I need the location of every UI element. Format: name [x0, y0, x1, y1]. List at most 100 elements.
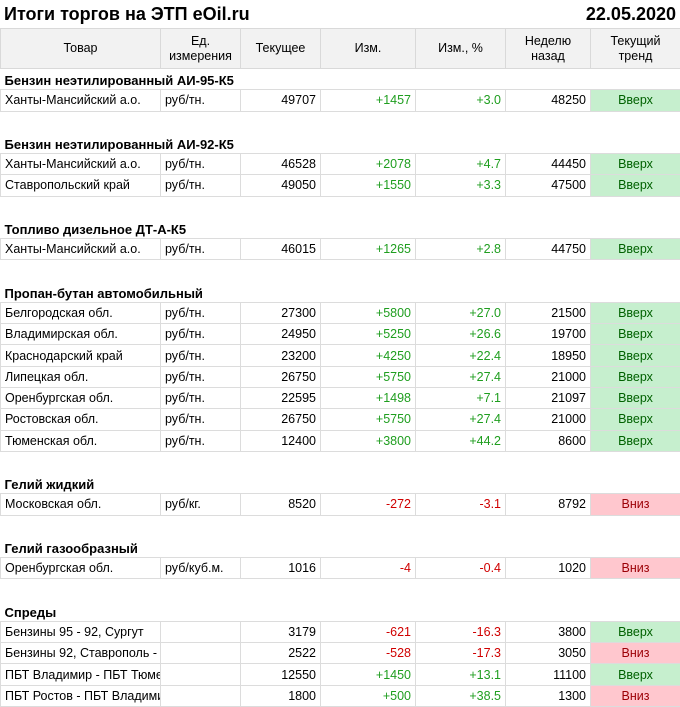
unit: руб/кг.	[161, 494, 241, 515]
change: +5800	[321, 302, 416, 323]
change: -4	[321, 558, 416, 579]
change-pct: +44.2	[416, 430, 506, 451]
current: 23200	[241, 345, 321, 366]
section-row: Гелий жидкий	[1, 473, 680, 494]
unit: руб/тн.	[161, 90, 241, 111]
section-title: Пропан-бутан автомобильный	[1, 281, 680, 302]
change-pct: +26.6	[416, 324, 506, 345]
current: 12550	[241, 664, 321, 685]
spacer	[1, 111, 680, 132]
unit: руб/тн.	[161, 430, 241, 451]
change-pct: +27.4	[416, 366, 506, 387]
unit	[161, 643, 241, 664]
trend: Вверх	[591, 409, 680, 430]
current: 3179	[241, 621, 321, 642]
change: +5750	[321, 409, 416, 430]
current: 26750	[241, 409, 321, 430]
header: Итоги торгов на ЭТП eOil.ru 22.05.2020	[0, 0, 680, 28]
change: +500	[321, 685, 416, 706]
region: Ханты-Мансийский а.о.	[1, 154, 161, 175]
change: +4250	[321, 345, 416, 366]
region: Оренбургская обл.	[1, 558, 161, 579]
change-pct: +22.4	[416, 345, 506, 366]
region: Бензины 95 - 92, Сургут	[1, 621, 161, 642]
spacer-row	[1, 579, 680, 600]
change-pct: +27.0	[416, 302, 506, 323]
spacer-row	[1, 260, 680, 281]
data-row: Бензины 92, Ставрополь - 92, Сургут2522-…	[1, 643, 680, 664]
change: +3800	[321, 430, 416, 451]
change-pct: -16.3	[416, 621, 506, 642]
unit: руб/тн.	[161, 302, 241, 323]
date: 22.05.2020	[586, 4, 676, 25]
trend: Вверх	[591, 302, 680, 323]
trend: Вниз	[591, 494, 680, 515]
region: Белгородская обл.	[1, 302, 161, 323]
change: -528	[321, 643, 416, 664]
week-ago: 8792	[506, 494, 591, 515]
current: 49050	[241, 175, 321, 196]
trend: Вверх	[591, 239, 680, 260]
week-ago: 21000	[506, 409, 591, 430]
current: 46015	[241, 239, 321, 260]
current: 8520	[241, 494, 321, 515]
trend: Вверх	[591, 90, 680, 111]
week-ago: 47500	[506, 175, 591, 196]
trend: Вниз	[591, 558, 680, 579]
spacer	[1, 579, 680, 600]
week-ago: 21000	[506, 366, 591, 387]
current: 49707	[241, 90, 321, 111]
change: +5250	[321, 324, 416, 345]
spacer	[1, 451, 680, 472]
section-title: Топливо дизельное ДТ-А-К5	[1, 217, 680, 238]
unit	[161, 664, 241, 685]
column-header: Текущий тренд	[591, 29, 680, 69]
trend: Вверх	[591, 154, 680, 175]
week-ago: 3050	[506, 643, 591, 664]
spacer-row	[1, 515, 680, 536]
data-row: Ханты-Мансийский а.о.руб/тн.46015+1265+2…	[1, 239, 680, 260]
region: Московская обл.	[1, 494, 161, 515]
section-row: Гелий газообразный	[1, 536, 680, 557]
week-ago: 1020	[506, 558, 591, 579]
week-ago: 18950	[506, 345, 591, 366]
spacer	[1, 260, 680, 281]
change-pct: +2.8	[416, 239, 506, 260]
change-pct: +3.0	[416, 90, 506, 111]
change: -272	[321, 494, 416, 515]
week-ago: 21097	[506, 387, 591, 408]
unit: руб/тн.	[161, 324, 241, 345]
current: 2522	[241, 643, 321, 664]
change: +1550	[321, 175, 416, 196]
data-row: Ханты-Мансийский а.о.руб/тн.49707+1457+3…	[1, 90, 680, 111]
current: 46528	[241, 154, 321, 175]
week-ago: 11100	[506, 664, 591, 685]
trend: Вверх	[591, 366, 680, 387]
current: 24950	[241, 324, 321, 345]
section-title: Спреды	[1, 600, 680, 621]
column-header: Изм.	[321, 29, 416, 69]
week-ago: 1300	[506, 685, 591, 706]
change: +1450	[321, 664, 416, 685]
change-pct: +38.5	[416, 685, 506, 706]
current: 1016	[241, 558, 321, 579]
column-header: Изм., %	[416, 29, 506, 69]
unit	[161, 685, 241, 706]
change-pct: +4.7	[416, 154, 506, 175]
trend: Вверх	[591, 621, 680, 642]
unit: руб/тн.	[161, 345, 241, 366]
data-row: Ханты-Мансийский а.о.руб/тн.46528+2078+4…	[1, 154, 680, 175]
region: Ханты-Мансийский а.о.	[1, 239, 161, 260]
trend: Вверх	[591, 387, 680, 408]
trend: Вверх	[591, 324, 680, 345]
section-title: Гелий газообразный	[1, 536, 680, 557]
current: 27300	[241, 302, 321, 323]
change: +5750	[321, 366, 416, 387]
spacer-row	[1, 451, 680, 472]
spacer-row	[1, 111, 680, 132]
